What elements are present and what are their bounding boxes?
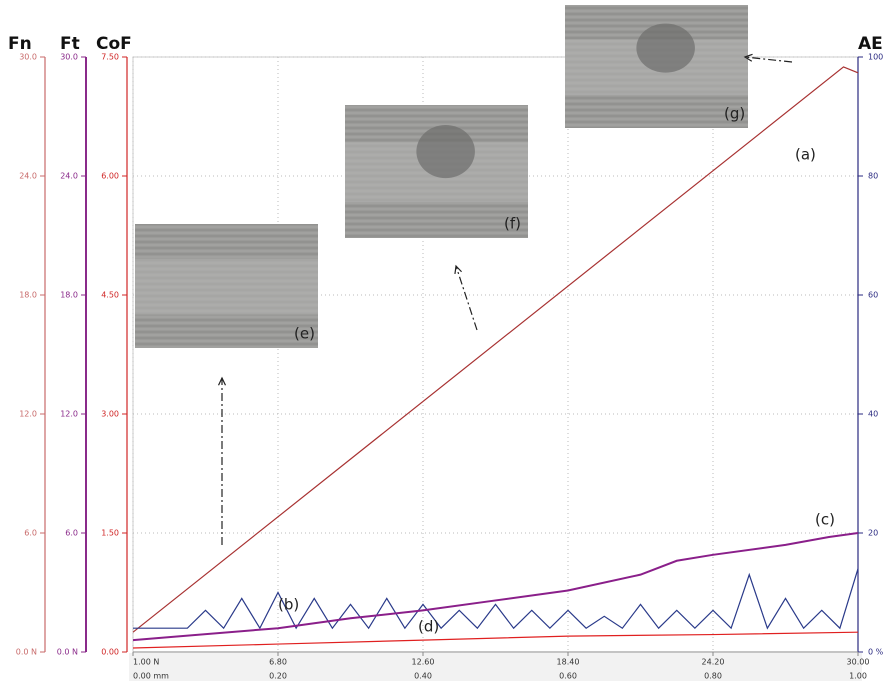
y-tick-label: 20 <box>868 529 878 538</box>
x2-tick-label: 18.40 <box>557 658 580 667</box>
micrograph-inset: (g) <box>565 5 748 128</box>
y-tick-label: 30.0 <box>60 53 78 62</box>
y-tick-label: 0.0 N <box>57 648 78 657</box>
x2-tick-label: 12.60 <box>412 658 435 667</box>
y-tick-label: 12.0 <box>19 410 37 419</box>
y-tick-label: 30.0 <box>19 53 37 62</box>
x-tick-label: 0.80 <box>704 672 722 681</box>
damage-zone <box>416 125 475 178</box>
x-tick-label: 0.00 mm <box>133 672 169 681</box>
y-tick-label: 80 <box>868 172 878 181</box>
y-tick-label: 24.0 <box>19 172 37 181</box>
y-tick-label: 24.0 <box>60 172 78 181</box>
x-axis-band <box>129 653 862 681</box>
y-tick-label: 6.00 <box>101 172 119 181</box>
x2-tick-label: 6.80 <box>269 658 287 667</box>
y-tick-label: 60 <box>868 291 878 300</box>
x-tick-label: 0.40 <box>414 672 432 681</box>
micrograph-inset: (e) <box>135 224 318 348</box>
series-label: (d) <box>418 618 439 636</box>
y-tick-label: 18.0 <box>60 291 78 300</box>
y-tick-label: 12.0 <box>60 410 78 419</box>
axis-title: Fn <box>8 34 32 54</box>
y-tick-label: 0.00 <box>101 648 119 657</box>
y-tick-label: 4.50 <box>101 291 119 300</box>
y-tick-label: 6.0 <box>24 529 37 538</box>
axis-title: AE <box>858 34 883 54</box>
damage-zone <box>636 23 695 72</box>
y-tick-label: 7.50 <box>101 53 119 62</box>
series-label: (a) <box>795 146 816 164</box>
inset-label: (g) <box>724 105 745 123</box>
y-tick-label: 0 % <box>868 648 884 657</box>
y-tick-label: 1.50 <box>101 529 119 538</box>
micrograph-inset: (f) <box>345 105 528 238</box>
chart: Fn0.0 N6.012.018.024.030.0Ft0.0 N6.012.0… <box>0 0 893 683</box>
inset-label: (e) <box>294 325 315 343</box>
x2-tick-label: 1.00 N <box>133 658 159 667</box>
y-tick-label: 100 <box>868 53 883 62</box>
y-tick-label: 18.0 <box>19 291 37 300</box>
y-tick-label: 40 <box>868 410 878 419</box>
series-label: (c) <box>815 511 835 529</box>
inset-label: (f) <box>504 215 521 233</box>
x2-tick-label: 24.20 <box>702 658 725 667</box>
x-tick-label: 0.60 <box>559 672 577 681</box>
x2-tick-label: 30.00 <box>847 658 870 667</box>
x-tick-label: 0.20 <box>269 672 287 681</box>
axis-title: Ft <box>60 34 80 54</box>
y-tick-label: 3.00 <box>101 410 119 419</box>
x-tick-label: 1.00 <box>849 672 867 681</box>
y-tick-label: 6.0 <box>65 529 78 538</box>
background <box>0 0 893 683</box>
series-label: (b) <box>278 596 299 614</box>
y-tick-label: 0.0 N <box>16 648 37 657</box>
scratch-track <box>135 259 318 315</box>
axis-title: CoF <box>96 34 132 54</box>
